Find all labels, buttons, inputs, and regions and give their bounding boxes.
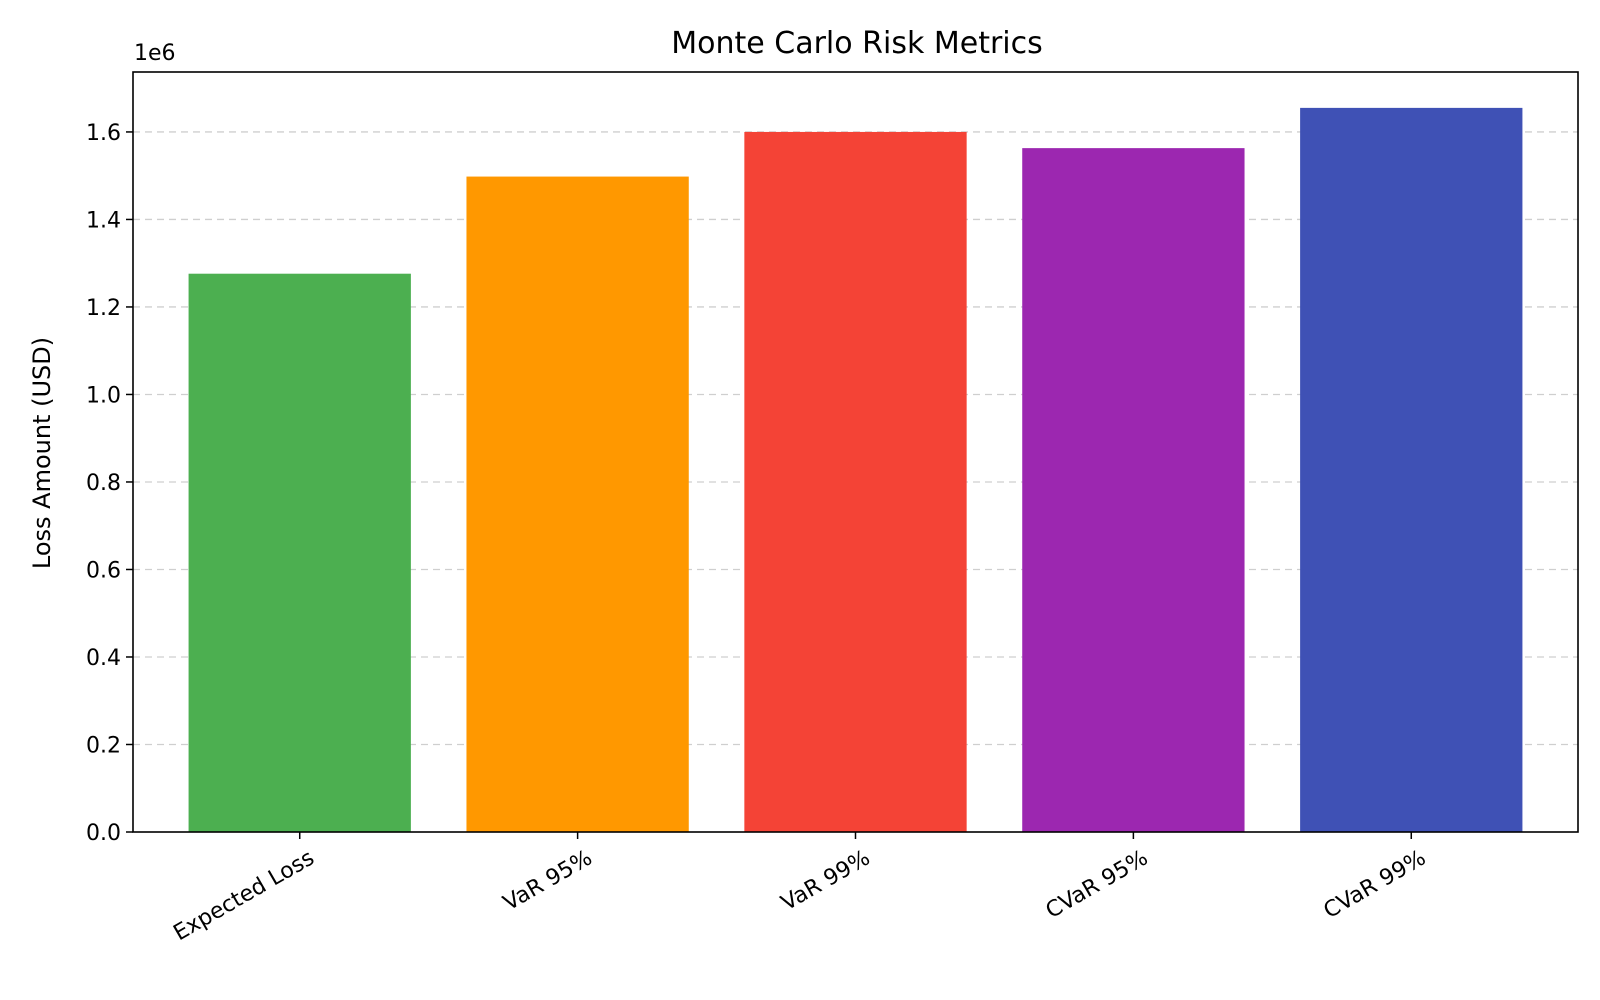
y-tick-label: 1.0 <box>86 383 121 408</box>
y-axis-label: Loss Amount (USD) <box>28 337 56 569</box>
y-tick-label: 1.2 <box>86 296 121 321</box>
x-tick-label: VaR 95% <box>499 846 596 917</box>
y-tick-label: 0.0 <box>86 821 121 846</box>
x-tick-label: CVaR 99% <box>1320 846 1431 924</box>
x-axis-ticks: Expected Loss VaR 95% VaR 99% CVaR 95% CVaR … <box>169 832 1430 946</box>
bar <box>1300 107 1523 833</box>
y-tick-label: 0.2 <box>86 733 121 758</box>
y-axis-ticks: 0.0 0.2 0.4 0.6 0.8 1.0 1.2 1.4 1.6 <box>86 121 133 846</box>
plot-frame <box>132 71 1579 833</box>
x-tick-label: VaR 99% <box>777 846 874 917</box>
y-tick-label: 0.8 <box>86 471 121 496</box>
y-tick-label: 0.4 <box>86 646 121 671</box>
bar <box>744 131 967 832</box>
bars <box>188 107 1523 833</box>
x-tick-label: Expected Loss <box>169 846 318 947</box>
y-tick-label: 1.4 <box>86 208 121 233</box>
y-tick-label: 0.6 <box>86 558 121 583</box>
x-tick-label: CVaR 95% <box>1042 846 1153 924</box>
chart-title: Monte Carlo Risk Metrics <box>671 26 1043 61</box>
bar <box>466 176 689 832</box>
bar <box>1022 148 1245 833</box>
bar <box>188 273 411 832</box>
y-axis-offset-label: 1e6 <box>134 41 176 66</box>
y-tick-label: 1.6 <box>86 121 121 146</box>
